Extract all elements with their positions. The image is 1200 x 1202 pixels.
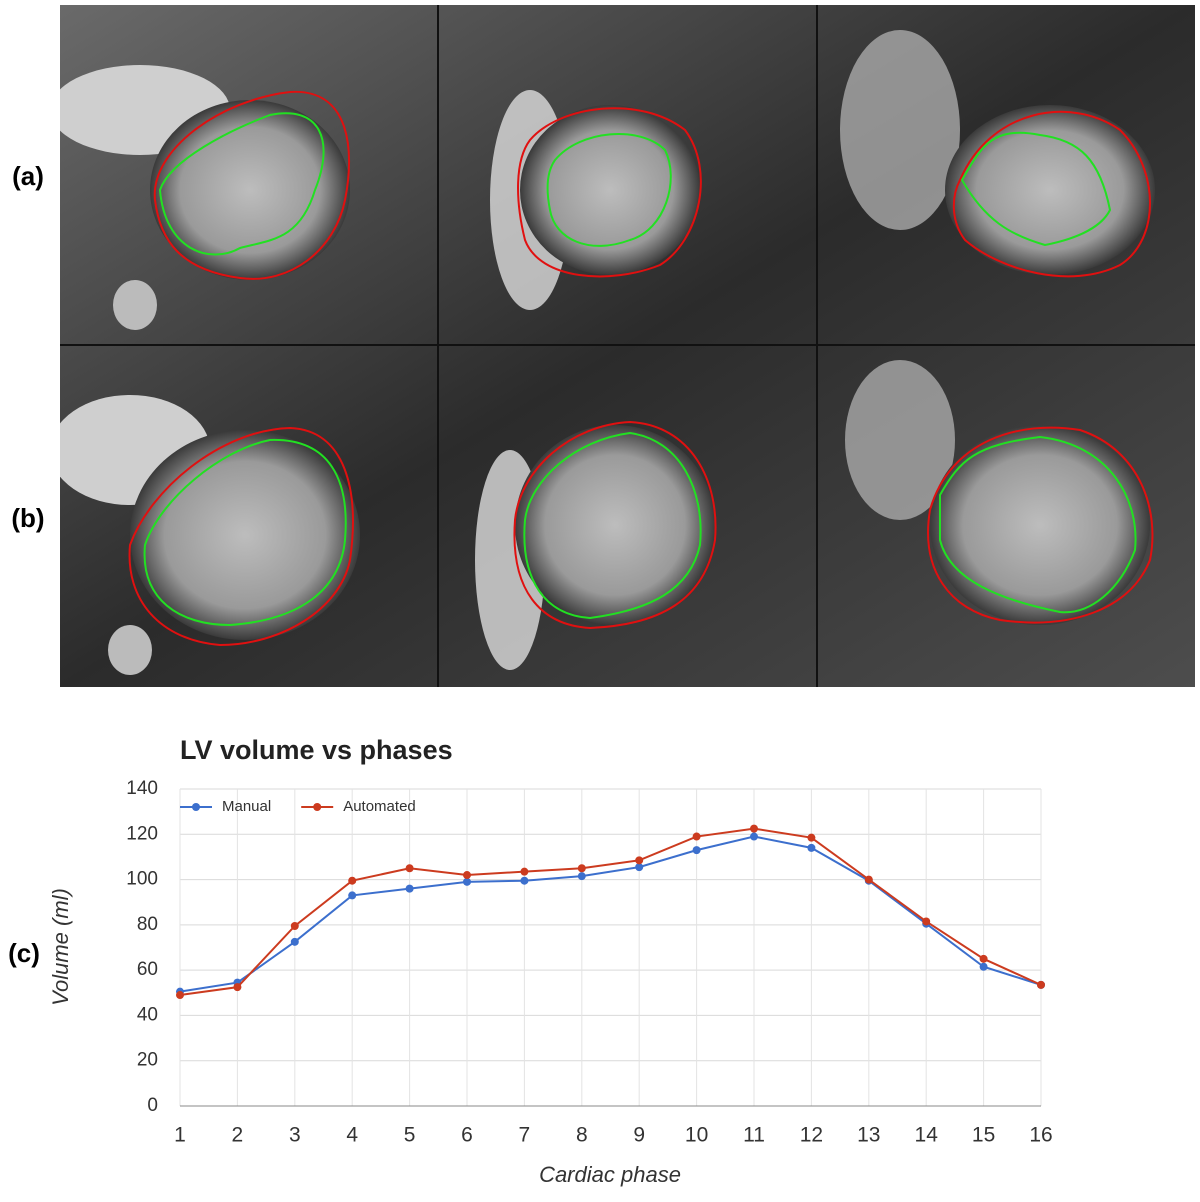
y-tick-label: 60	[137, 959, 158, 980]
data-point	[290, 937, 299, 946]
data-point	[348, 891, 357, 900]
data-point	[520, 867, 529, 876]
data-point	[750, 824, 758, 833]
x-tick-label: 16	[1029, 1124, 1052, 1147]
data-point	[635, 856, 644, 865]
x-tick-label: 5	[404, 1124, 416, 1147]
data-point	[635, 863, 644, 872]
data-point	[233, 983, 242, 992]
y-tick-label: 140	[126, 778, 158, 799]
data-point	[520, 876, 529, 885]
x-tick-label: 10	[685, 1124, 708, 1147]
x-tick-label: 3	[289, 1124, 301, 1147]
x-tick-label: 14	[915, 1124, 939, 1147]
data-point	[750, 832, 758, 841]
legend-swatch	[192, 803, 200, 811]
x-tick-label: 1	[174, 1124, 186, 1147]
y-tick-label: 40	[137, 1004, 158, 1025]
data-point	[922, 917, 931, 926]
series-line	[179, 827, 1042, 997]
data-point	[405, 864, 414, 873]
y-tick-label: 80	[137, 914, 158, 935]
data-point	[348, 876, 357, 885]
data-point	[405, 884, 414, 893]
series-line	[179, 835, 1042, 993]
panel-label: (b)	[11, 503, 44, 533]
data-point	[979, 954, 988, 963]
y-axis-label: Volume (ml)	[48, 888, 73, 1006]
data-point	[463, 871, 471, 880]
data-point	[807, 843, 816, 852]
data-point	[864, 875, 873, 884]
data-point	[577, 864, 586, 873]
legend-swatch	[313, 803, 322, 811]
y-tick-label: 120	[126, 823, 158, 844]
x-tick-label: 7	[519, 1124, 531, 1147]
panel-label: (c)	[8, 938, 40, 968]
data-point	[577, 872, 586, 881]
legend-label: Automated	[343, 798, 416, 815]
x-tick-label: 15	[972, 1124, 995, 1147]
x-tick-label: 13	[857, 1124, 880, 1147]
data-point	[807, 833, 816, 842]
x-tick-label: 6	[461, 1124, 473, 1147]
x-tick-label: 8	[576, 1124, 588, 1147]
legend-label: Manual	[222, 798, 271, 815]
data-point	[290, 921, 299, 930]
mri-images	[60, 5, 1195, 687]
y-tick-label: 0	[147, 1095, 158, 1116]
data-point	[176, 991, 184, 1000]
data-point	[692, 832, 701, 841]
y-tick-label: 20	[137, 1050, 158, 1071]
x-tick-label: 2	[232, 1124, 244, 1147]
data-point	[692, 846, 701, 855]
data-point	[463, 877, 471, 886]
chart-title: LV volume vs phases	[180, 735, 453, 765]
y-tick-label: 100	[126, 869, 158, 890]
x-axis-label: Cardiac phase	[539, 1162, 681, 1187]
data-point	[1037, 980, 1045, 989]
data-point	[979, 962, 988, 971]
panel-label: (a)	[12, 161, 44, 191]
x-tick-label: 12	[800, 1124, 823, 1147]
x-tick-label: 11	[743, 1124, 765, 1147]
x-tick-label: 4	[346, 1124, 358, 1147]
x-tick-label: 9	[633, 1124, 645, 1147]
